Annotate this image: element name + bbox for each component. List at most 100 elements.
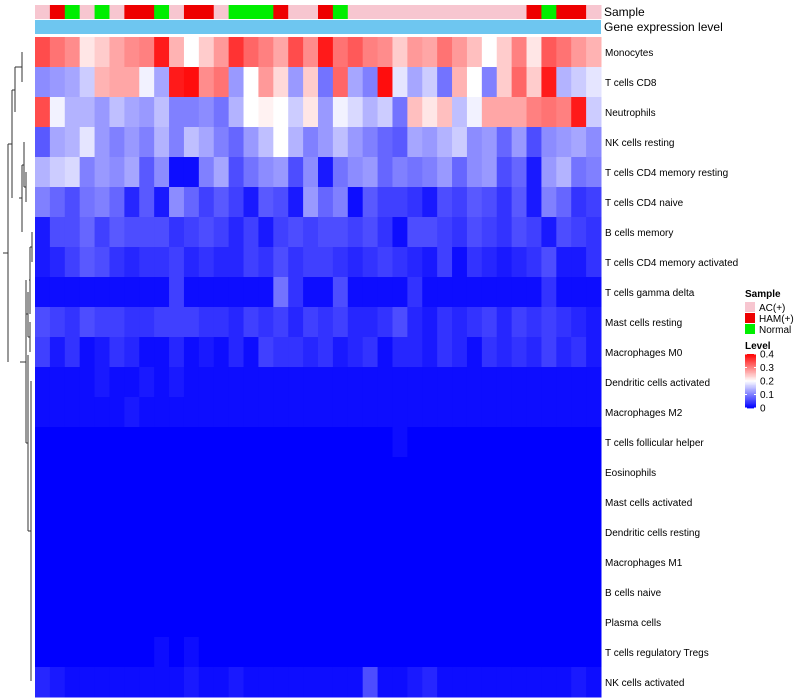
heatmap-cell <box>243 247 259 278</box>
heatmap-cell <box>377 487 393 518</box>
heatmap-cell <box>362 277 379 308</box>
heatmap-cell <box>437 157 453 188</box>
heatmap-cell <box>511 397 528 428</box>
heatmap-cell <box>466 277 483 308</box>
heatmap-cell <box>526 577 542 608</box>
heatmap-cell <box>541 37 557 68</box>
level-colorbar-segment <box>745 363 756 366</box>
heatmap-cell <box>407 427 423 458</box>
heatmap-cell <box>303 307 319 338</box>
heatmap-cell <box>154 127 170 158</box>
heatmap-cell <box>437 577 453 608</box>
level-colorbar-segment <box>745 354 756 356</box>
heatmap-cell <box>466 37 483 68</box>
heatmap-cell <box>303 577 319 608</box>
heatmap-cell <box>79 277 96 308</box>
heatmap-cell <box>526 247 542 278</box>
heatmap-cell <box>183 157 200 188</box>
heatmap-cell <box>124 187 140 218</box>
heatmap-cell <box>571 187 587 218</box>
heatmap-cell <box>511 637 528 668</box>
heatmap-cell <box>332 397 349 428</box>
heatmap-cell <box>571 427 587 458</box>
sample-annotation-cell <box>437 5 453 19</box>
heatmap-cell <box>571 217 587 248</box>
heatmap-cell <box>139 187 155 218</box>
row-label: T cells CD4 naive <box>605 198 684 209</box>
heatmap-cell <box>422 337 438 368</box>
heatmap-cell <box>466 637 483 668</box>
heatmap-cell <box>332 367 349 398</box>
heatmap-cell <box>586 517 602 548</box>
heatmap-cell <box>139 127 155 158</box>
heatmap-cell <box>422 277 438 308</box>
heatmap-cell <box>64 217 81 248</box>
heatmap-cell <box>422 517 438 548</box>
heatmap-cell <box>94 247 110 278</box>
heatmap-cell <box>332 427 349 458</box>
heatmap-cell <box>526 97 542 128</box>
heatmap-cell <box>124 337 140 368</box>
heatmap-cell <box>258 37 274 68</box>
heatmap-cell <box>288 337 304 368</box>
heatmap-cell <box>154 487 170 518</box>
level-colorbar-segment <box>745 401 756 403</box>
row-label: T cells follicular helper <box>605 438 704 449</box>
heatmap-cell <box>407 577 423 608</box>
heatmap-cell <box>213 277 230 308</box>
level-tick-label: 0.4 <box>760 350 774 361</box>
heatmap-cell <box>94 157 110 188</box>
heatmap-cell <box>466 607 483 638</box>
heatmap-cell <box>64 607 81 638</box>
heatmap-cell <box>169 577 185 608</box>
heatmap-cell <box>94 97 110 128</box>
heatmap-cell <box>422 397 438 428</box>
heatmap-cell <box>556 427 572 458</box>
heatmap-cell <box>466 217 483 248</box>
heatmap-cell <box>64 577 81 608</box>
heatmap-cell <box>213 667 230 698</box>
heatmap-cell <box>392 187 408 218</box>
heatmap-cell <box>466 97 483 128</box>
heatmap-cell <box>258 457 274 488</box>
heatmap-cell <box>258 487 274 518</box>
heatmap-cell <box>362 547 379 578</box>
level-colorbar-segment <box>745 355 756 358</box>
heatmap-cell <box>288 157 304 188</box>
heatmap-cell <box>407 487 423 518</box>
heatmap-cell <box>571 157 587 188</box>
heatmap-cell <box>94 517 110 548</box>
heatmap-cell <box>452 487 468 518</box>
heatmap-cell <box>303 67 319 98</box>
heatmap-cell <box>64 307 81 338</box>
heatmap-cell <box>466 457 483 488</box>
heatmap-cell <box>79 427 96 458</box>
heatmap-cell <box>526 157 542 188</box>
heatmap-cell <box>79 637 96 668</box>
row-label: NK cells resting <box>605 138 674 149</box>
heatmap-cell <box>154 577 170 608</box>
heatmap-cell <box>109 127 125 158</box>
heatmap-cell <box>511 97 528 128</box>
heatmap-cell <box>377 217 393 248</box>
heatmap-cell <box>109 337 125 368</box>
heatmap-cell <box>243 217 259 248</box>
heatmap-cell <box>213 187 230 218</box>
heatmap-cell <box>318 547 334 578</box>
heatmap-cell <box>437 67 453 98</box>
heatmap-cell <box>541 667 557 698</box>
heatmap-cell <box>541 247 557 278</box>
heatmap-cell <box>273 217 289 248</box>
heatmap-cell <box>94 367 110 398</box>
heatmap-cell <box>64 667 81 698</box>
heatmap-cell <box>481 307 498 338</box>
heatmap-cell <box>79 517 96 548</box>
heatmap-cell <box>243 517 259 548</box>
heatmap-cell <box>198 667 215 698</box>
heatmap-cell <box>169 457 185 488</box>
sample-annotation-cell <box>541 5 557 19</box>
heatmap-cell <box>541 457 557 488</box>
row-label: B cells memory <box>605 228 673 239</box>
heatmap-cell <box>392 127 408 158</box>
heatmap-cell <box>571 247 587 278</box>
